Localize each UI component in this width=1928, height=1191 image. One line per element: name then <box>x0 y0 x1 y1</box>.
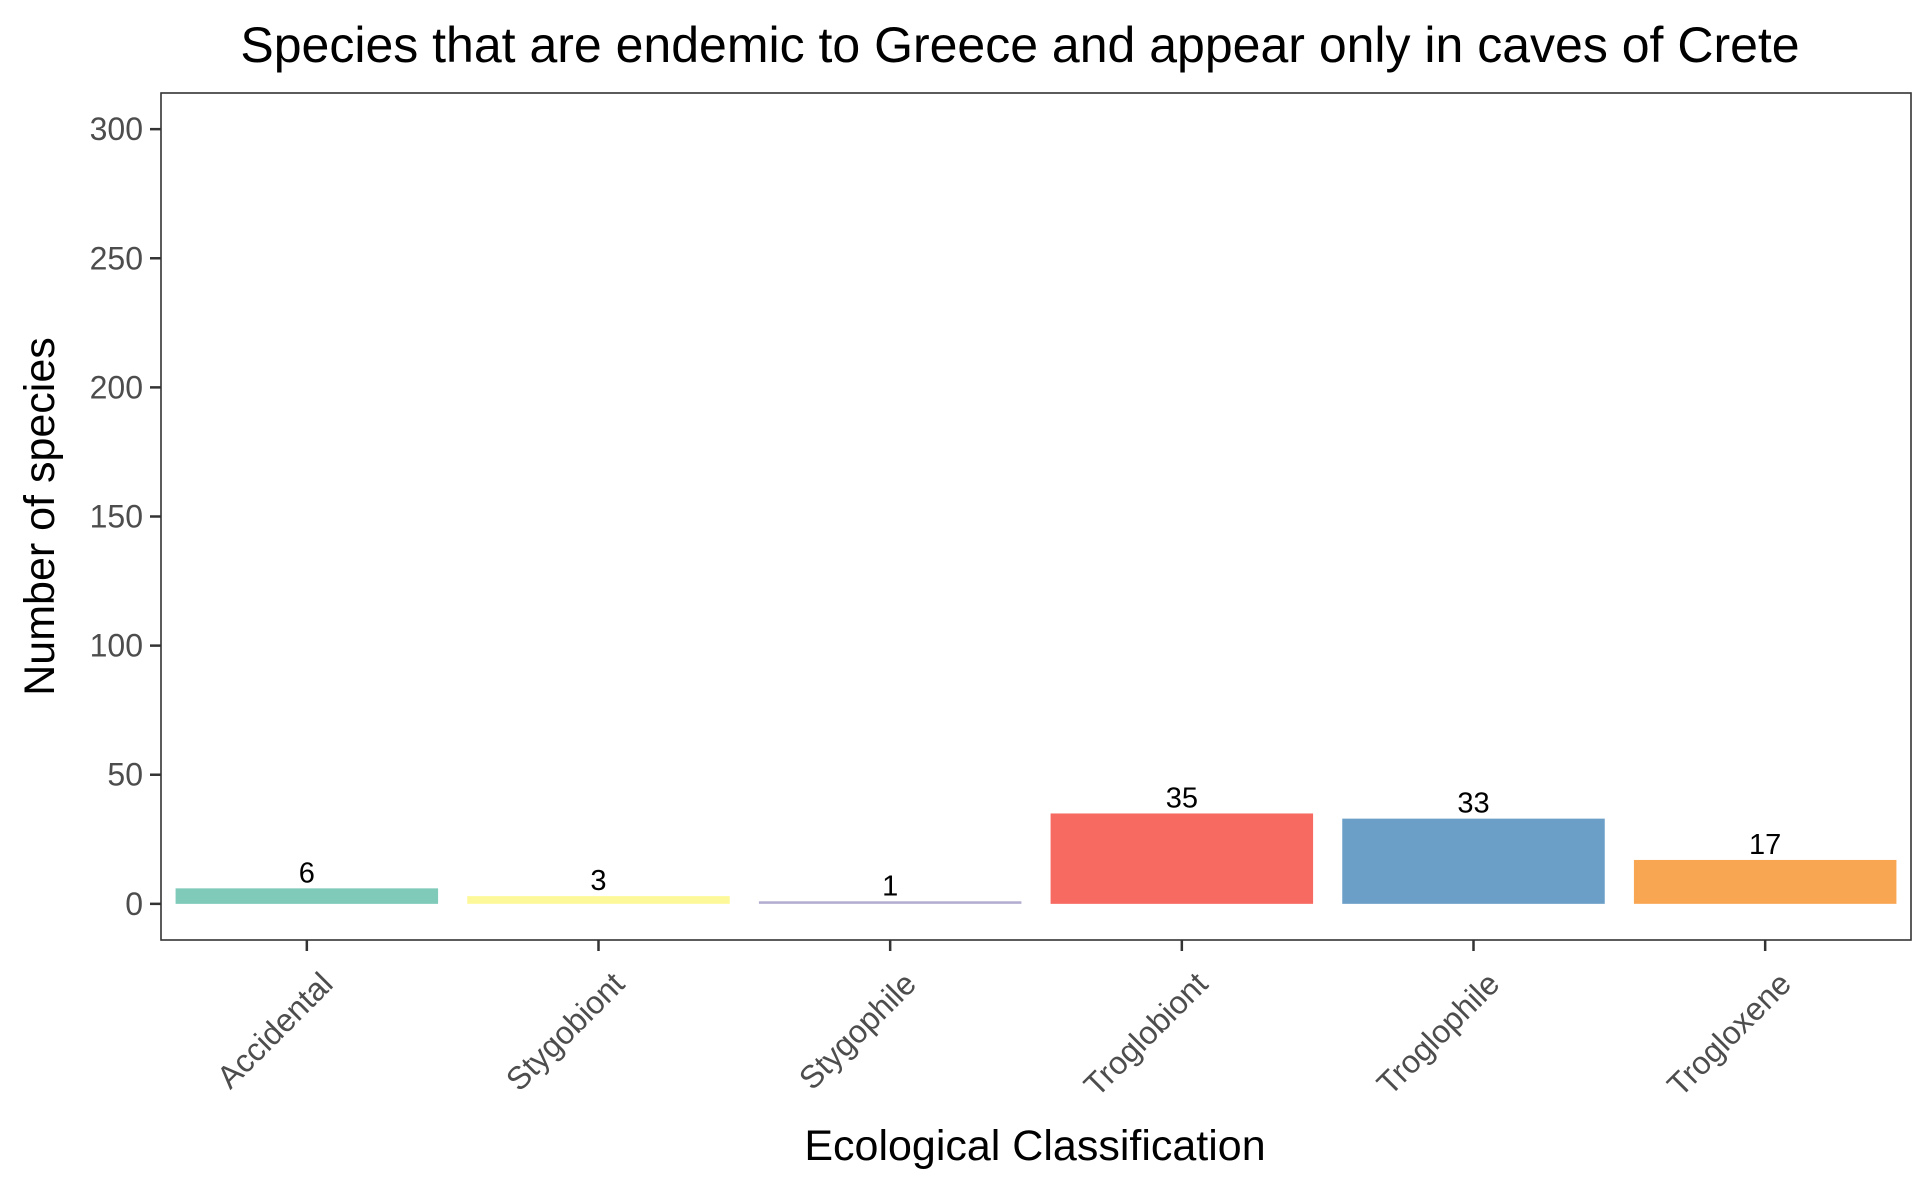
y-tick-label-50: 50 <box>107 757 143 793</box>
x-tick-label-troglophile: Troglophile <box>1370 965 1507 1102</box>
plot-area: 6 3 1 35 33 17 0 50 100 150 200 250 300 Accidental Sty… <box>90 92 1912 1103</box>
x-tick-label-stygophile: Stygophile <box>792 965 923 1096</box>
x-tick-label-accidental: Accidental <box>210 965 340 1095</box>
x-tick-label-troglobiont: Troglobiont <box>1077 965 1215 1103</box>
data-label-stygobiont: 3 <box>590 865 606 897</box>
data-label-accidental: 6 <box>299 857 315 889</box>
x-axis-title: Ecological Classification <box>804 1122 1265 1170</box>
x-tick-label-stygobiont: Stygobiont <box>499 965 631 1097</box>
bar-accidental <box>175 888 439 904</box>
bar-stygobiont <box>467 896 730 904</box>
chart-title: Species that are endemic to Greece and a… <box>240 17 1799 73</box>
data-label-stygophile: 1 <box>882 870 898 902</box>
data-label-troglophile: 33 <box>1457 788 1489 820</box>
panel-border <box>160 92 1912 941</box>
y-tick-label-250: 250 <box>90 240 143 276</box>
y-tick-label-0: 0 <box>125 886 143 922</box>
data-label-troglobiont: 35 <box>1166 782 1198 814</box>
y-axis-title: Number of species <box>16 337 64 696</box>
y-tick-label-300: 300 <box>90 111 143 147</box>
y-tick-label-150: 150 <box>90 499 143 535</box>
bar-stygophile <box>758 901 1022 904</box>
bar-troglobiont <box>1050 813 1314 904</box>
y-tick-label-200: 200 <box>90 369 143 405</box>
data-label-trogloxene: 17 <box>1749 829 1781 861</box>
x-tick-label-trogloxene: Trogloxene <box>1660 965 1798 1103</box>
bar-troglophile <box>1342 818 1605 904</box>
bar-trogloxene <box>1633 859 1897 904</box>
y-tick-label-100: 100 <box>90 628 143 664</box>
